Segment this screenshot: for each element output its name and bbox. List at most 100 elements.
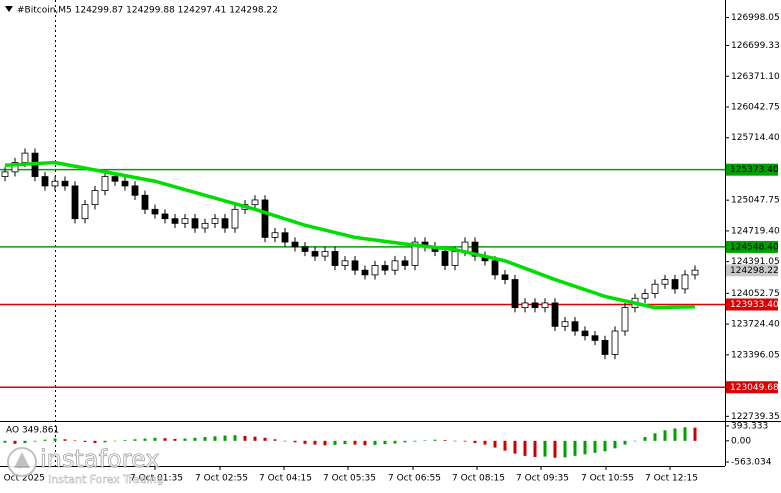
x-tick-label: 7 Oct 02:55 [195,474,248,484]
ao-bar [393,440,397,444]
candle-body [131,185,139,196]
ao-bar [563,440,567,458]
logo-tagline: Instant Forex Trading [48,473,164,486]
candle-body [11,162,19,173]
level-label: 123049.68 [730,383,779,393]
candle-body [151,208,159,215]
ao-bar [213,436,217,441]
ao-bar [103,440,107,443]
ao-bar [153,437,157,441]
logo: instaforex Instant Forex Trading [7,445,164,486]
ao-bar [33,440,37,442]
candle-body [511,279,519,309]
candle-body [611,330,619,355]
candle-body [171,218,179,224]
ao-y-tick-label: 393.333 [731,422,768,432]
candle-body [411,241,419,266]
candle-body [51,180,59,187]
ao-bar [293,440,297,443]
level-label: 124548.40 [730,242,779,252]
candle-body [401,260,409,266]
candle-body [201,222,209,229]
ao-bar [343,440,347,445]
candle-body [441,251,449,266]
ao-bar [373,440,377,445]
ao-bar [303,440,307,444]
candle-body [1,171,9,177]
y-tick-label: 124719.40 [731,226,780,236]
candle-body [231,208,239,229]
candle-body [371,265,379,276]
ao-bar [513,440,517,454]
ao-bar [203,437,207,441]
header-arrow [5,6,13,12]
ao-bar [383,440,387,445]
candle-body [491,260,499,276]
candle-body [601,340,609,355]
ao-bar [483,440,487,445]
x-tick-label: 7 Oct 10:55 [581,474,634,484]
ao-bar [653,433,657,441]
candle-body [221,218,229,229]
y-tick-label: 126998.05 [731,13,780,23]
ao-bar [83,440,87,442]
candle-body [501,274,509,280]
candle-body [361,269,369,276]
y-tick-label: 123724.40 [731,320,780,330]
candle-body [181,218,189,224]
logo-icon-mark [14,452,30,468]
candle-body [321,251,329,257]
x-tick-label: 7 Oct 12:15 [645,474,698,484]
candle-body [341,260,349,266]
ao-bar [363,440,367,446]
moving-average [4,160,696,310]
candle-body [471,241,479,257]
candle-body [81,204,89,220]
candle-body [331,251,339,266]
candle-body [521,302,529,309]
ao-bar [243,435,247,441]
candle-body [101,176,109,191]
candle-body [91,190,99,206]
y-tick-label: 125714.40 [731,133,780,143]
ao-bar [443,440,447,441]
ao-bar [403,440,407,443]
ao-bar [333,440,337,445]
candle-body [651,283,659,294]
ao-bar [263,437,267,441]
ao-bar [53,438,57,441]
ao-bar [313,440,317,445]
ao-bar [493,440,497,448]
candle-body [381,265,389,271]
level-label-bg [726,163,778,176]
candle-body [621,307,629,332]
y-tick-label: 122739.35 [731,412,780,422]
ao-bar [603,440,607,452]
ao-bar [143,438,147,441]
candle-body [121,180,129,187]
ao-bar [473,440,477,444]
ao-bar [553,440,557,458]
ao-bar [643,437,647,441]
ao-bar [193,437,197,441]
y-tick-label: 123396.05 [731,350,780,360]
y-tick-label: 125047.75 [731,196,780,206]
candle-body [161,213,169,220]
ao-bar [433,439,437,441]
candle-body [591,335,599,341]
candle-body [671,279,679,290]
level-label-bg [726,298,778,311]
x-tick-label: 7 Oct 04:15 [259,474,312,484]
y-tick-label: 126699.33 [731,41,780,51]
ao-bar [503,440,507,451]
ao-bar [633,440,637,442]
logo-name: instaforex [40,445,160,473]
x-tick-label: 7 Oct 05:35 [323,474,376,484]
candle-body [641,293,649,299]
candle-body [351,260,359,271]
candle-body [141,194,149,210]
ao-bar [93,440,97,444]
ao-bar [583,440,587,455]
ao-bar [133,439,137,441]
ao-bar [273,439,277,441]
